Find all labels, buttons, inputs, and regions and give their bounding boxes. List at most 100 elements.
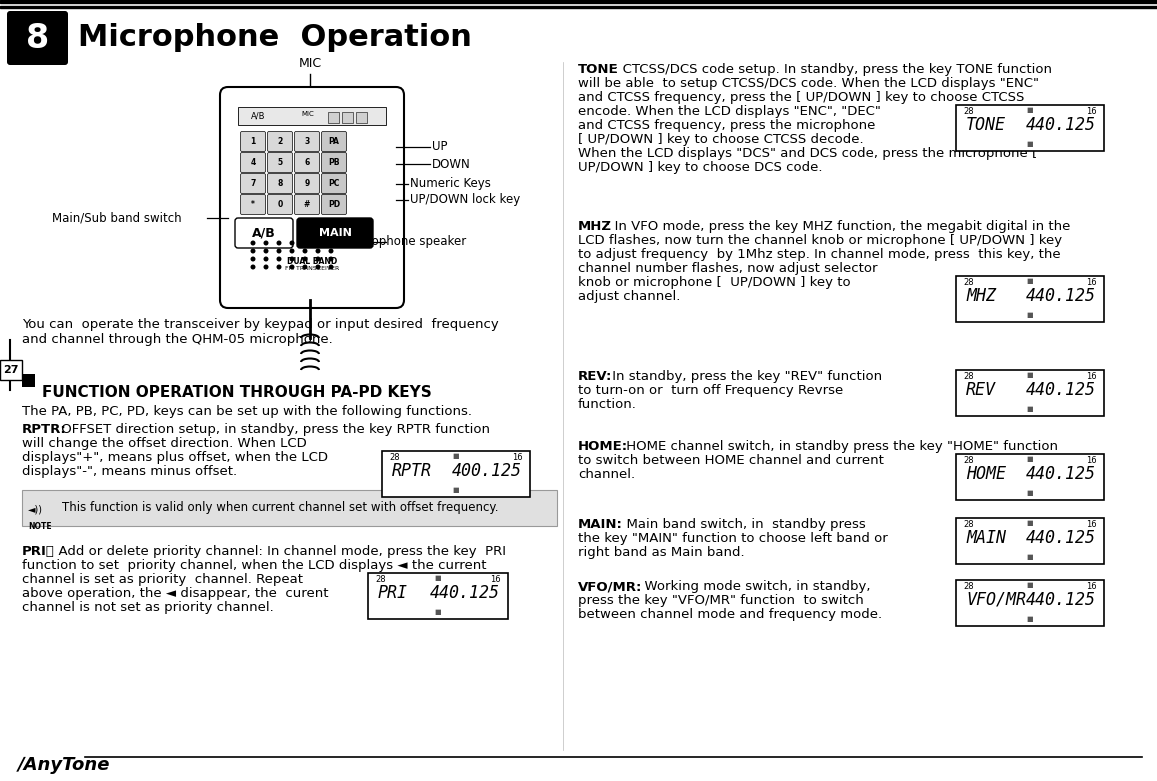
Text: 7: 7 — [250, 179, 256, 188]
Text: 16: 16 — [1086, 582, 1097, 591]
Circle shape — [316, 256, 320, 262]
Bar — [22, 490, 557, 526]
Text: PB: PB — [329, 158, 340, 167]
Text: function to set  priority channel, when the LCD displays ◄ the current: function to set priority channel, when t… — [22, 559, 486, 572]
FancyBboxPatch shape — [241, 173, 265, 194]
Text: HOME:: HOME: — [578, 440, 628, 453]
Circle shape — [289, 241, 295, 245]
Bar — [956, 454, 1104, 500]
Text: [ UP/DOWN ] key to choose CTCSS decode.: [ UP/DOWN ] key to choose CTCSS decode. — [578, 133, 863, 146]
Circle shape — [329, 265, 333, 269]
Text: Main/Sub band switch: Main/Sub band switch — [52, 212, 182, 224]
Text: VFO/MR: VFO/MR — [966, 591, 1026, 609]
Text: PRI: PRI — [378, 584, 408, 602]
Circle shape — [302, 256, 308, 262]
Text: LCD flashes, now turn the channel knob or microphone [ UP/DOWN ] key: LCD flashes, now turn the channel knob o… — [578, 234, 1062, 247]
Text: 440.125: 440.125 — [1026, 116, 1096, 134]
Bar — [956, 580, 1104, 626]
Text: HOME channel switch, in standby press the key "HOME" function: HOME channel switch, in standby press th… — [622, 440, 1057, 453]
Text: 28: 28 — [963, 456, 974, 465]
Circle shape — [277, 256, 281, 262]
Bar — [0, 6, 1157, 8]
Text: TONE: TONE — [966, 116, 1005, 134]
FancyBboxPatch shape — [295, 173, 319, 194]
FancyBboxPatch shape — [322, 173, 346, 194]
Text: 440.125: 440.125 — [1026, 591, 1096, 609]
Text: MAIN: MAIN — [966, 529, 1005, 547]
Bar — [356, 112, 367, 123]
Text: 16: 16 — [1086, 520, 1097, 529]
Text: the key "MAIN" function to choose left band or: the key "MAIN" function to choose left b… — [578, 532, 887, 545]
Text: PC: PC — [329, 179, 340, 188]
Text: 440.125: 440.125 — [1026, 465, 1096, 483]
Text: 28: 28 — [963, 520, 974, 529]
Text: adjust channel.: adjust channel. — [578, 290, 680, 303]
Text: and channel through the QHM-05 microphone.: and channel through the QHM-05 microphon… — [22, 333, 333, 346]
Text: DUAL BAND: DUAL BAND — [287, 256, 337, 266]
Bar — [0, 360, 22, 380]
Bar — [238, 107, 386, 125]
Circle shape — [302, 248, 308, 254]
Text: ■: ■ — [452, 453, 459, 459]
Text: MIC: MIC — [302, 111, 315, 117]
FancyBboxPatch shape — [267, 152, 293, 173]
Text: 28: 28 — [963, 372, 974, 381]
Circle shape — [264, 241, 268, 245]
Text: 9: 9 — [304, 179, 310, 188]
Text: Main band switch, in  standby press: Main band switch, in standby press — [618, 518, 865, 531]
Text: You can  operate the transceiver by keypad or input desired  frequency: You can operate the transceiver by keypa… — [22, 318, 499, 331]
Text: MAIN:: MAIN: — [578, 518, 622, 531]
FancyBboxPatch shape — [322, 152, 346, 173]
Text: ■: ■ — [1026, 582, 1033, 588]
Circle shape — [289, 265, 295, 269]
Circle shape — [329, 241, 333, 245]
Text: 400.125: 400.125 — [452, 462, 522, 480]
Text: channel is set as priority  channel. Repeat: channel is set as priority channel. Repe… — [22, 573, 303, 586]
Text: Microphone speaker: Microphone speaker — [347, 236, 466, 248]
Circle shape — [251, 256, 256, 262]
Text: right band as Main band.: right band as Main band. — [578, 546, 745, 559]
Text: knob or microphone [  UP/DOWN ] key to: knob or microphone [ UP/DOWN ] key to — [578, 276, 850, 289]
FancyBboxPatch shape — [235, 218, 293, 248]
Text: This function is valid only when current channel set with offset frequency.: This function is valid only when current… — [62, 501, 499, 515]
Circle shape — [316, 241, 320, 245]
Text: 8: 8 — [25, 22, 49, 55]
Text: channel.: channel. — [578, 468, 635, 481]
Text: ∕AnyTone: ∕AnyTone — [19, 756, 111, 774]
Circle shape — [316, 248, 320, 254]
Text: MIC: MIC — [299, 57, 322, 70]
FancyBboxPatch shape — [241, 152, 265, 173]
Text: *: * — [251, 200, 255, 209]
Text: REV:: REV: — [578, 370, 612, 383]
Text: ■: ■ — [1026, 406, 1033, 412]
Text: 5: 5 — [278, 158, 282, 167]
Text: 28: 28 — [963, 582, 974, 591]
Text: will be able  to setup CTCSS/DCS code. When the LCD displays "ENC": will be able to setup CTCSS/DCS code. Wh… — [578, 77, 1039, 90]
Text: 2: 2 — [278, 137, 282, 146]
Text: 0: 0 — [278, 200, 282, 209]
Text: DOWN: DOWN — [432, 158, 471, 170]
Text: 27: 27 — [3, 365, 19, 375]
Text: will change the offset direction. When LCD: will change the offset direction. When L… — [22, 437, 307, 450]
Text: #: # — [304, 200, 310, 209]
Text: 28: 28 — [389, 453, 399, 462]
Text: 440.125: 440.125 — [1026, 287, 1096, 305]
Text: ■: ■ — [1026, 312, 1033, 318]
Text: Add or delete priority channel: In channel mode, press the key  PRI: Add or delete priority channel: In chann… — [50, 545, 506, 558]
Text: to switch between HOME channel and current: to switch between HOME channel and curre… — [578, 454, 884, 467]
Circle shape — [277, 265, 281, 269]
Circle shape — [316, 265, 320, 269]
Circle shape — [264, 248, 268, 254]
Circle shape — [251, 241, 256, 245]
Text: 8: 8 — [278, 179, 282, 188]
Text: FUNCTION OPERATION THROUGH PA-PD KEYS: FUNCTION OPERATION THROUGH PA-PD KEYS — [42, 385, 432, 400]
Text: between channel mode and frequency mode.: between channel mode and frequency mode. — [578, 608, 882, 621]
FancyBboxPatch shape — [7, 11, 68, 65]
Bar — [327, 112, 339, 123]
Bar — [956, 276, 1104, 322]
Circle shape — [264, 265, 268, 269]
Text: MAIN: MAIN — [318, 228, 352, 238]
Text: to adjust frequency  by 1Mhz step. In channel mode, press  this key, the: to adjust frequency by 1Mhz step. In cha… — [578, 248, 1061, 261]
FancyBboxPatch shape — [322, 131, 346, 152]
Text: 28: 28 — [375, 575, 385, 584]
